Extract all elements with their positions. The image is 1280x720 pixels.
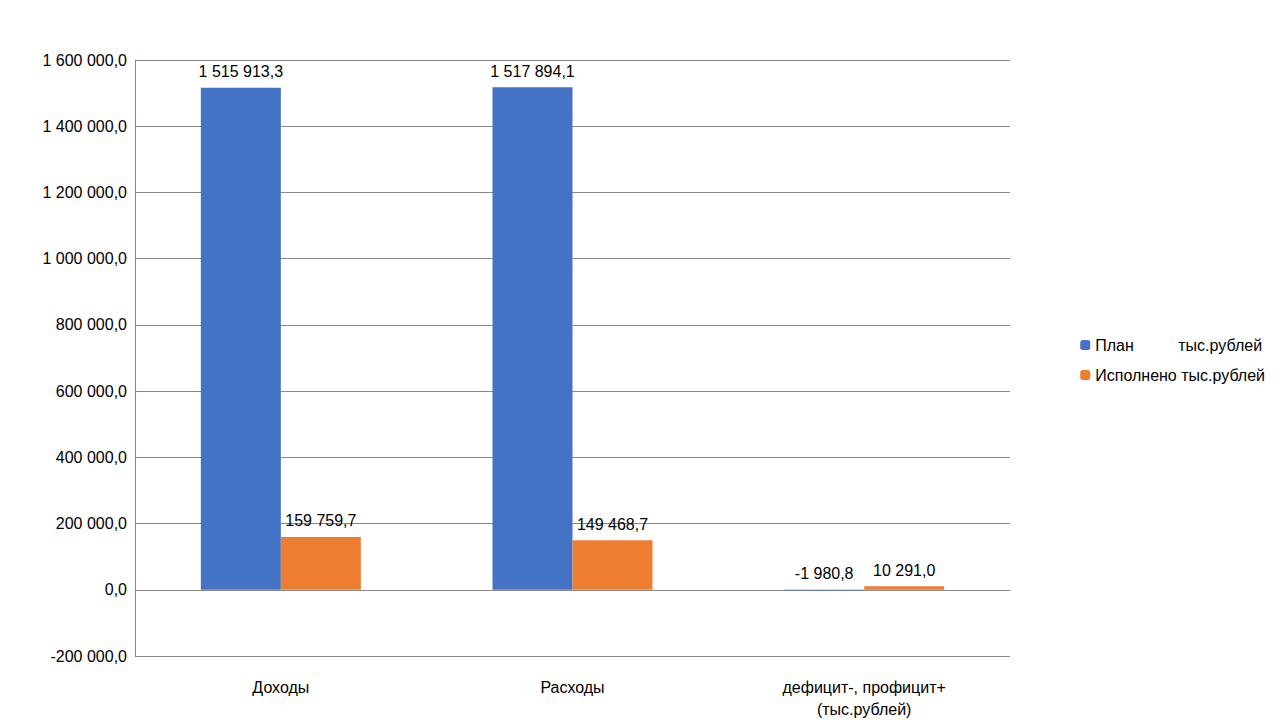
svg-text:(тыс.рублей): (тыс.рублей): [817, 701, 911, 718]
svg-text:1 400 000,0: 1 400 000,0: [42, 118, 127, 135]
svg-text:Расходы: Расходы: [540, 679, 604, 696]
svg-text:-1 980,8: -1 980,8: [795, 565, 854, 582]
svg-text:1 515 913,3: 1 515 913,3: [199, 63, 284, 80]
svg-text:Доходы: Доходы: [252, 679, 309, 696]
svg-text:Исполнено тыс.рублей: Исполнено тыс.рублей: [1095, 367, 1265, 384]
svg-text:149 468,7: 149 468,7: [577, 516, 648, 533]
svg-text:10 291,0: 10 291,0: [873, 562, 935, 579]
svg-text:1 517 894,1: 1 517 894,1: [490, 63, 575, 80]
svg-text:600 000,0: 600 000,0: [56, 383, 127, 400]
svg-text:200 000,0: 200 000,0: [56, 515, 127, 532]
svg-text:159 759,7: 159 759,7: [285, 512, 356, 529]
svg-text:400 000,0: 400 000,0: [56, 449, 127, 466]
svg-text:План тыс.рублей: План тыс.рублей: [1095, 337, 1262, 354]
svg-text:0,0: 0,0: [105, 581, 127, 598]
svg-text:1 200 000,0: 1 200 000,0: [42, 184, 127, 201]
svg-text:1 000 000,0: 1 000 000,0: [42, 250, 127, 267]
svg-text:дефицит-, профицит+: дефицит-, профицит+: [783, 679, 946, 696]
svg-text:1 600 000,0: 1 600 000,0: [42, 52, 127, 69]
svg-text:800 000,0: 800 000,0: [56, 316, 127, 333]
svg-text:-200 000,0: -200 000,0: [50, 648, 127, 665]
